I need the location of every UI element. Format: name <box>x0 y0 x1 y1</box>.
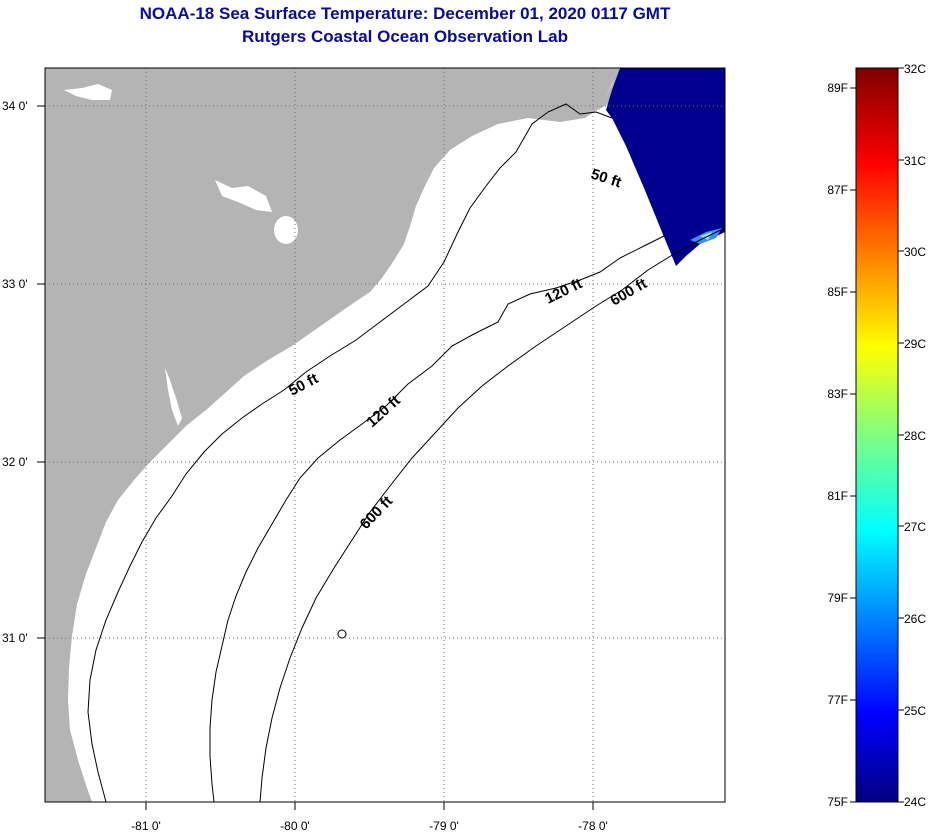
lat-tick-label: 34 0' <box>2 99 28 113</box>
colorbar-f-label: 85F <box>827 285 848 299</box>
contour-50ft <box>87 103 613 802</box>
seamount-contour <box>337 629 347 639</box>
colorbar-c-label: 27C <box>904 520 926 534</box>
inland-river <box>165 368 182 426</box>
colorbar-c-label: 32C <box>904 62 926 76</box>
lat-tick-label: 31 0' <box>2 631 28 645</box>
colorbar-c-label: 29C <box>904 337 926 351</box>
colorbar-f-label: 75F <box>827 795 848 809</box>
colorbar-f-label: 79F <box>827 591 848 605</box>
inland-lake <box>274 216 298 244</box>
map-border <box>44 67 726 803</box>
colorbar-ticks <box>850 67 904 803</box>
colorbar-f-label: 83F <box>827 387 848 401</box>
lat-tick-label: 33 0' <box>2 277 28 291</box>
sst-warm-patch <box>700 232 712 240</box>
lat-tick-label: 32 0' <box>2 455 28 469</box>
lon-tick-label: -78 0' <box>578 819 608 832</box>
colorbar-border <box>855 67 899 803</box>
lon-tick-label: -81 0' <box>131 819 161 832</box>
graticule <box>45 68 725 802</box>
colorbar-c-label: 30C <box>904 245 926 259</box>
sst-data-patch <box>606 68 725 266</box>
colorbar-c-label: 25C <box>904 704 926 718</box>
colorbar <box>856 68 898 802</box>
colorbar-c-label: 26C <box>904 612 926 626</box>
colorbar-f-label: 81F <box>827 489 848 503</box>
land-area <box>45 68 620 802</box>
axis-ticks <box>37 105 594 810</box>
lon-tick-label: -80 0' <box>280 819 310 832</box>
colorbar-c-label: 24C <box>904 795 926 809</box>
contour-120ft <box>209 235 665 802</box>
contour-600ft <box>259 227 725 802</box>
inland-lake <box>64 84 112 100</box>
colorbar-c-label: 28C <box>904 429 926 443</box>
colorbar-f-label: 77F <box>827 693 848 707</box>
map-subtitle: Rutgers Coastal Ocean Observation Lab <box>242 27 568 46</box>
map-title: NOAA-18 Sea Surface Temperature: Decembe… <box>139 4 671 23</box>
colorbar-f-label: 87F <box>827 183 848 197</box>
inland-lake <box>215 180 272 212</box>
colorbar-c-label: 31C <box>904 154 926 168</box>
colorbar-f-label: 89F <box>827 81 848 95</box>
lon-tick-label: -79 0' <box>429 819 459 832</box>
